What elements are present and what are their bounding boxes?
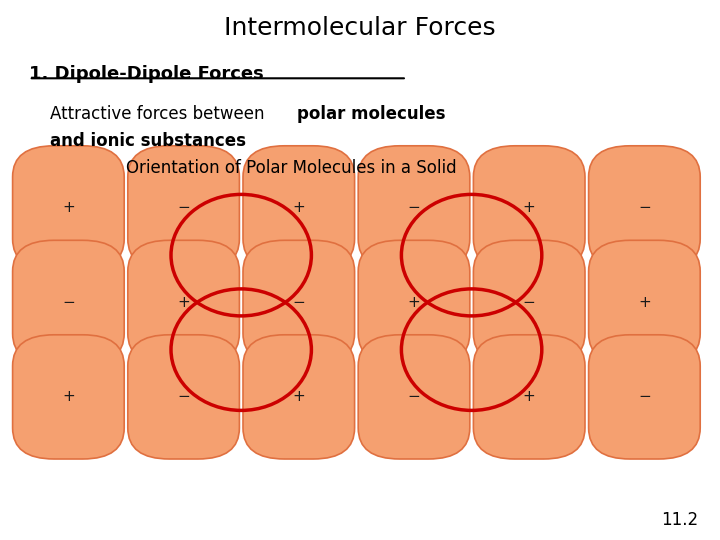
FancyBboxPatch shape [13,146,125,270]
Text: −: − [408,200,420,215]
Text: +: + [292,389,305,404]
Text: +: + [523,389,536,404]
Text: 1. Dipole-Dipole Forces: 1. Dipole-Dipole Forces [29,65,264,83]
FancyBboxPatch shape [589,240,701,364]
FancyBboxPatch shape [474,240,585,364]
FancyBboxPatch shape [474,335,585,459]
Text: −: − [523,295,536,310]
Text: −: − [177,200,190,215]
Text: Intermolecular Forces: Intermolecular Forces [224,16,496,40]
FancyBboxPatch shape [589,146,701,270]
Text: +: + [638,295,651,310]
Text: +: + [523,200,536,215]
FancyBboxPatch shape [358,146,469,270]
Text: 11.2: 11.2 [661,511,698,529]
Text: and ionic substances: and ionic substances [50,132,246,150]
FancyBboxPatch shape [358,335,469,459]
Text: −: − [638,200,651,215]
FancyBboxPatch shape [128,240,239,364]
Text: +: + [62,200,75,215]
FancyBboxPatch shape [589,335,701,459]
Text: Attractive forces between: Attractive forces between [50,105,270,123]
FancyBboxPatch shape [474,146,585,270]
FancyBboxPatch shape [243,146,354,270]
Text: −: − [177,389,190,404]
Text: +: + [292,200,305,215]
Text: −: − [292,295,305,310]
FancyBboxPatch shape [128,335,239,459]
Text: polar molecules: polar molecules [297,105,445,123]
Text: −: − [408,389,420,404]
FancyBboxPatch shape [13,240,125,364]
FancyBboxPatch shape [358,240,469,364]
FancyBboxPatch shape [128,146,239,270]
FancyBboxPatch shape [243,240,354,364]
Text: +: + [408,295,420,310]
Text: −: − [62,295,75,310]
Text: +: + [177,295,190,310]
Text: Orientation of Polar Molecules in a Solid: Orientation of Polar Molecules in a Soli… [126,159,456,177]
Text: −: − [638,389,651,404]
FancyBboxPatch shape [13,335,125,459]
Text: +: + [62,389,75,404]
FancyBboxPatch shape [243,335,354,459]
